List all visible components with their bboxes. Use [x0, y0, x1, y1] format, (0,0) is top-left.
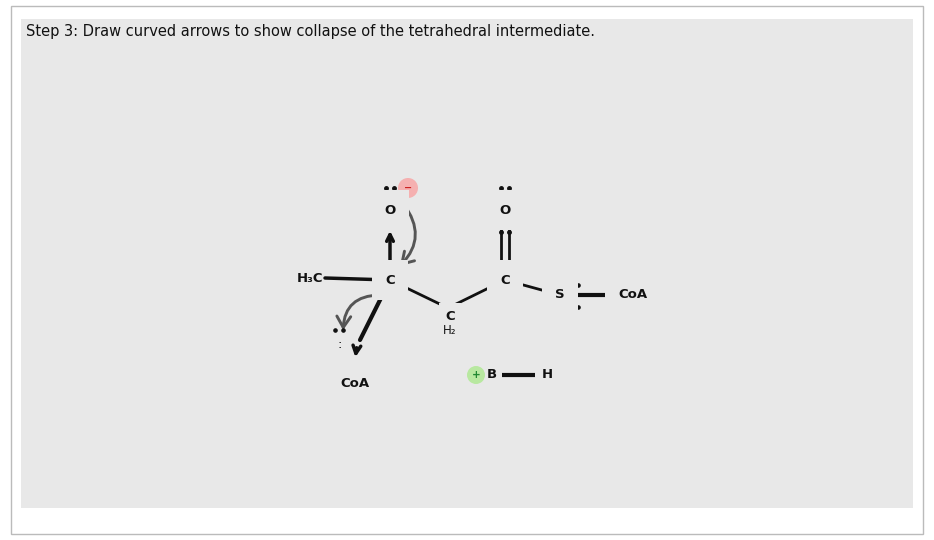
Text: CoA: CoA	[618, 288, 647, 301]
Text: :: :	[371, 204, 375, 217]
Text: :: :	[338, 339, 342, 352]
Text: :: :	[486, 204, 490, 217]
Text: O: O	[500, 204, 511, 217]
Text: Step 3: Draw curved arrows to show collapse of the tetrahedral intermediate.: Step 3: Draw curved arrows to show colla…	[26, 24, 595, 39]
Text: +: +	[472, 370, 480, 380]
Text: C: C	[501, 273, 510, 287]
Text: S: S	[555, 288, 565, 301]
Text: C: C	[385, 273, 395, 287]
Text: :: :	[405, 204, 409, 217]
FancyArrowPatch shape	[337, 295, 379, 327]
Text: CoA: CoA	[340, 377, 370, 390]
Circle shape	[467, 366, 485, 384]
Text: H: H	[542, 368, 553, 381]
FancyArrowPatch shape	[402, 204, 416, 264]
Text: C: C	[446, 310, 455, 323]
Text: −: −	[403, 183, 412, 193]
Text: H₂: H₂	[444, 324, 457, 337]
Text: O: O	[385, 204, 396, 217]
Circle shape	[398, 178, 418, 198]
Text: B: B	[487, 368, 497, 381]
Text: H₃C: H₃C	[296, 272, 323, 285]
Text: :: :	[520, 204, 524, 217]
